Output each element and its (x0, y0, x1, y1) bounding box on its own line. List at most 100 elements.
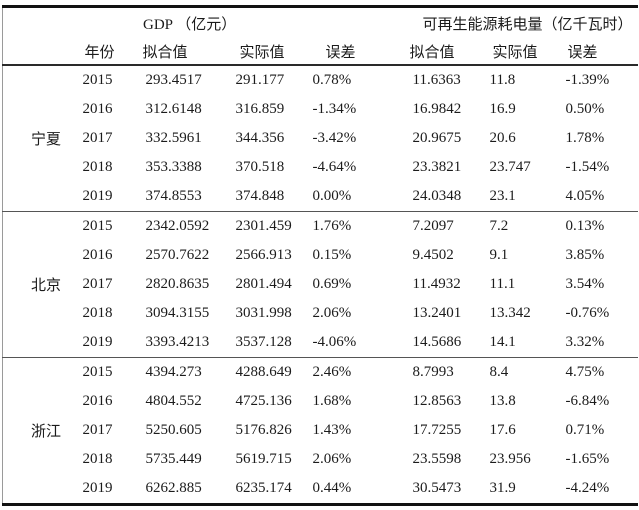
table-row: 2016 312.6148 316.859 -1.34% 16.9842 16.… (3, 95, 638, 124)
gdp-actual-cell: 4725.136 (235, 393, 292, 409)
year-cell: 2019 (82, 334, 113, 350)
gdp-fitted-cell: 6262.885 (145, 480, 202, 496)
table-row: 北京 2015 2342.0592 2301.459 1.76% 7.2097 … (3, 212, 638, 294)
re-error-cell: -6.84% (565, 393, 610, 409)
table-row: 浙江 2015 4394.273 4288.649 2.46% 8.7993 8… (3, 358, 638, 440)
gdp-error-cell: 2.46% (312, 364, 352, 380)
year-cell: 2018 (82, 305, 113, 321)
gdp-actual-cell: 2801.494 (235, 276, 292, 292)
year-cell: 2018 (82, 159, 113, 175)
gdp-fitted-cell: 374.8553 (145, 188, 202, 204)
table-header: GDP （亿元） 可再生能源耗电量（亿千瓦时） 年份 拟合值 实际值 误差 拟合… (2, 7, 638, 65)
re-actual-cell: 20.6 (489, 130, 516, 146)
gdp-fitted-cell: 5250.605 (145, 422, 202, 438)
gdp-fitted-cell: 3094.3155 (145, 305, 210, 321)
gdp-actual-cell: 370.518 (235, 159, 285, 175)
re-error-cell: 0.50% (565, 101, 605, 117)
re-actual-cell: 23.1 (489, 188, 516, 204)
re-actual-cell: 9.1 (489, 247, 509, 263)
re-actual-cell: 14.1 (489, 334, 516, 350)
re-fitted-cell: 9.4502 (412, 247, 454, 263)
table-row: 2019 3393.4213 3537.128 -4.06% 14.5686 1… (3, 328, 638, 358)
gdp-actual-cell: 3537.128 (235, 334, 292, 350)
re-fitted-cell: 12.8563 (412, 393, 462, 409)
year-cell: 2019 (82, 188, 113, 204)
table-row: 2017 332.5961 344.356 -3.42% 20.9675 20.… (3, 124, 638, 153)
results-table: GDP （亿元） 可再生能源耗电量（亿千瓦时） 年份 拟合值 实际值 误差 拟合… (2, 5, 638, 506)
re-actual-cell: 13.8 (489, 393, 516, 409)
gdp-error-cell: 0.00% (312, 188, 352, 204)
header-columns-row: 年份 拟合值 实际值 误差 拟合值 实际值 误差 (3, 38, 638, 65)
gdp-fitted-cell: 4804.552 (145, 393, 202, 409)
re-fitted-cell: 8.7993 (412, 364, 454, 380)
re-actual-cell: 31.9 (489, 480, 516, 496)
re-actual-cell: 8.4 (489, 364, 509, 380)
header-group-row: GDP （亿元） 可再生能源耗电量（亿千瓦时） (3, 7, 638, 39)
re-error-cell: -0.76% (565, 305, 610, 321)
gdp-error-cell: -4.64% (312, 159, 357, 175)
year-cell: 2016 (82, 393, 113, 409)
re-actual-cell: 7.2 (489, 218, 509, 234)
header-gdp-error: 误差 (325, 44, 356, 61)
region-group-zhejiang: 浙江 2015 4394.273 4288.649 2.46% 8.7993 8… (2, 357, 638, 505)
year-cell: 2017 (82, 276, 113, 292)
gdp-error-cell: -1.34% (312, 101, 357, 117)
re-error-cell: 3.32% (565, 334, 605, 350)
table-row: 2017 5250.605 5176.826 1.43% 17.7255 17.… (3, 416, 638, 445)
year-cell: 2017 (82, 130, 113, 146)
gdp-error-cell: -3.42% (312, 130, 357, 146)
gdp-actual-cell: 291.177 (235, 72, 285, 88)
header-gdp-group: GDP （亿元） (143, 16, 237, 33)
gdp-error-cell: -4.06% (312, 334, 357, 350)
gdp-error-cell: 1.76% (312, 218, 352, 234)
year-cell: 2016 (82, 247, 113, 263)
year-cell: 2018 (82, 451, 113, 467)
gdp-actual-cell: 5619.715 (235, 451, 292, 467)
re-fitted-cell: 11.6363 (412, 72, 461, 88)
gdp-actual-cell: 2566.913 (235, 247, 292, 263)
gdp-actual-cell: 3031.998 (235, 305, 292, 321)
year-cell: 2017 (82, 422, 113, 438)
table-row: 2018 353.3388 370.518 -4.64% 23.3821 23.… (3, 153, 638, 182)
region-label: 北京 (31, 278, 62, 294)
gdp-error-cell: 0.15% (312, 247, 352, 263)
re-fitted-cell: 17.7255 (412, 422, 462, 438)
re-error-cell: -1.65% (565, 451, 610, 467)
re-fitted-cell: 20.9675 (412, 130, 462, 146)
table-row: 2016 4804.552 4725.136 1.68% 12.8563 13.… (3, 387, 638, 416)
re-error-cell: 4.05% (565, 188, 605, 204)
gdp-actual-cell: 5176.826 (235, 422, 292, 438)
year-cell: 2015 (82, 72, 113, 88)
header-gdp-actual: 实际值 (239, 44, 285, 61)
re-fitted-cell: 16.9842 (412, 101, 462, 117)
gdp-actual-cell: 374.848 (235, 188, 285, 204)
header-re-fitted: 拟合值 (409, 44, 455, 61)
re-fitted-cell: 23.5598 (412, 451, 462, 467)
gdp-fitted-cell: 2570.7622 (145, 247, 210, 263)
table-row: 2019 6262.885 6235.174 0.44% 30.5473 31.… (3, 474, 638, 505)
gdp-fitted-cell: 353.3388 (145, 159, 202, 175)
gdp-fitted-cell: 4394.273 (145, 364, 202, 380)
region-group-ningxia: 宁夏 2015 293.4517 291.177 0.78% 11.6363 1… (3, 65, 638, 212)
gdp-error-cell: 2.06% (312, 305, 352, 321)
year-cell: 2019 (82, 480, 113, 496)
re-fitted-cell: 11.4932 (412, 276, 461, 292)
header-region-spacer (3, 38, 81, 65)
re-error-cell: -1.39% (565, 72, 610, 88)
gdp-error-cell: 2.06% (312, 451, 352, 467)
gdp-actual-cell: 2301.459 (235, 218, 292, 234)
table-row: 宁夏 2015 293.4517 291.177 0.78% 11.6363 1… (3, 65, 638, 148)
re-fitted-cell: 7.2097 (412, 218, 454, 234)
gdp-fitted-cell: 3393.4213 (145, 334, 210, 350)
region-label: 宁夏 (31, 132, 62, 148)
re-error-cell: 3.85% (565, 247, 605, 263)
gdp-actual-cell: 6235.174 (235, 480, 292, 496)
re-actual-cell: 11.8 (489, 72, 516, 88)
re-error-cell: -1.54% (565, 159, 610, 175)
re-fitted-cell: 14.5686 (412, 334, 462, 350)
gdp-actual-cell: 344.356 (235, 130, 285, 146)
re-actual-cell: 13.342 (489, 305, 531, 321)
gdp-fitted-cell: 5735.449 (145, 451, 202, 467)
re-error-cell: 1.78% (565, 130, 605, 146)
